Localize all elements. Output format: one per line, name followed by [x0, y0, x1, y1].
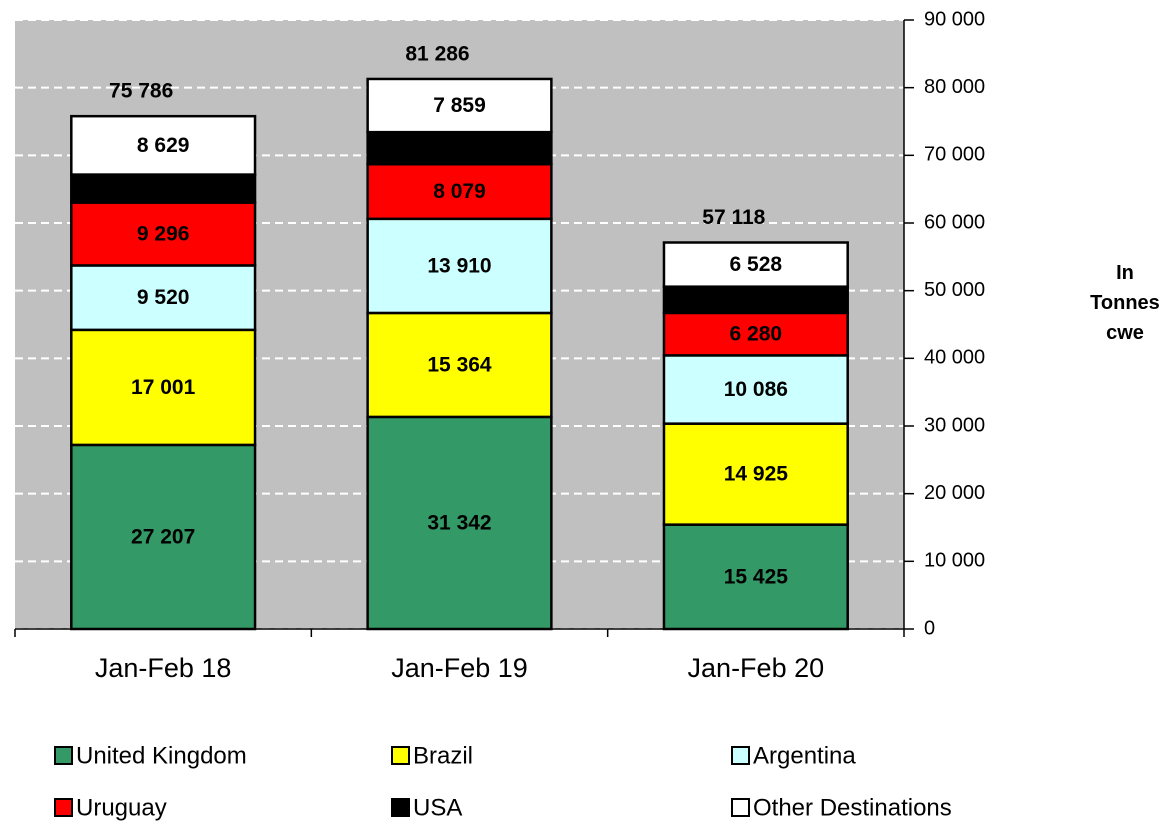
data-label: 9 520 [137, 286, 190, 309]
y-tick-label: 50 000 [924, 279, 985, 301]
bar-segment [366, 77, 553, 134]
legend-label: United Kingdom [76, 742, 247, 769]
y-tick-label: 40 000 [924, 347, 985, 369]
data-label: 14 925 [724, 463, 789, 486]
y-axis-label: In Tonnes cwe [1090, 262, 1160, 344]
total-label: 57 118 [702, 206, 765, 229]
x-tick-label: Jan-Feb 20 [688, 653, 825, 683]
total-label: 75 786 [109, 80, 173, 103]
legend-label: USA [413, 794, 462, 821]
y-tick-label: 90 000 [924, 8, 985, 30]
legend-swatch [391, 798, 410, 817]
legend-swatch [54, 746, 73, 765]
y-tick-label: 80 000 [924, 76, 985, 98]
bar-segment [662, 285, 849, 315]
data-label: 8 079 [433, 180, 486, 203]
legend-swatch [731, 798, 750, 817]
data-label: 17 001 [131, 376, 196, 399]
y-tick-label: 30 000 [924, 414, 985, 436]
bar-segment [70, 328, 257, 447]
legend-swatch [391, 746, 410, 765]
bar-segment [366, 130, 553, 166]
data-label: 7 859 [433, 94, 486, 117]
x-tick-label: Jan-Feb 18 [95, 653, 232, 683]
y-tick-label: 60 000 [924, 211, 985, 233]
bar-segment [70, 443, 257, 631]
bar-segment [366, 217, 553, 315]
bar-segment [70, 173, 257, 204]
legend-label: Argentina [753, 742, 856, 769]
legend-swatch [54, 798, 73, 817]
y-tick-label: 20 000 [924, 482, 985, 504]
data-label: 10 086 [724, 378, 788, 401]
data-label: 6 280 [730, 323, 783, 346]
x-tick-label: Jan-Feb 19 [391, 653, 528, 683]
y-tick-label: 10 000 [924, 550, 985, 572]
data-label: 6 528 [730, 253, 783, 276]
data-label: 9 296 [137, 223, 190, 246]
legend-swatch [731, 746, 750, 765]
y-tick-label: 70 000 [924, 144, 985, 166]
data-label: 15 425 [724, 565, 789, 588]
data-label: 8 629 [137, 134, 190, 157]
legend-label: Brazil [413, 742, 473, 769]
total-label: 81 286 [405, 43, 469, 66]
bar-segment [366, 162, 553, 221]
bar-segment [662, 311, 849, 357]
bar-segment [70, 264, 257, 332]
data-label: 31 342 [427, 512, 491, 535]
data-label: 13 910 [427, 254, 491, 277]
bar-segment [70, 114, 257, 176]
bar-segment [366, 415, 553, 631]
bar-segment [366, 311, 553, 419]
data-label: 27 207 [131, 525, 195, 548]
bar-segment [662, 523, 849, 631]
legend-label: Uruguay [76, 794, 167, 821]
legend-label: Other Destinations [753, 794, 952, 821]
y-tick-label: 0 [924, 617, 935, 639]
data-label: 15 364 [427, 353, 492, 376]
bar-segment [662, 241, 849, 288]
bar-segment [662, 354, 849, 425]
